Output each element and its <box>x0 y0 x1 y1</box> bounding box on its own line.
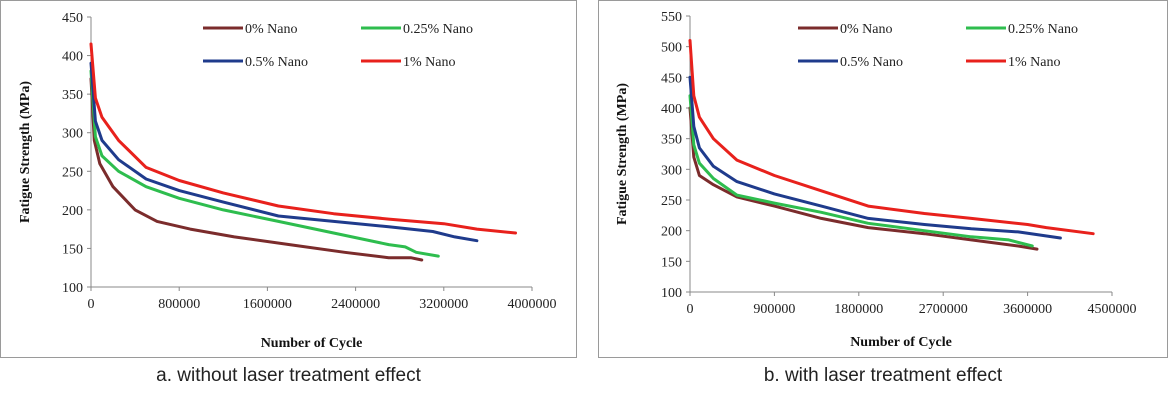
y-tick-label: 500 <box>661 41 682 56</box>
chart-panel-a: 100 150 200 250 300 350 400 450 0 800000 1600000 24… <box>0 0 577 386</box>
series-line-2 <box>688 75 1062 240</box>
chart-frame <box>0 0 577 358</box>
x-tick-label: 1800000 <box>834 302 883 317</box>
chart-a-svg: 100 150 200 250 300 350 400 450 0 800000 1600000 24… <box>0 0 577 358</box>
y-axis-title: Fatigue Strength (MPa) <box>615 83 630 225</box>
x-tick-label: 3200000 <box>419 297 468 312</box>
x-tick-label: 4000000 <box>508 297 557 312</box>
y-tick-label: 350 <box>661 133 682 148</box>
series-line-0 <box>89 77 424 262</box>
legend-label-3: 1% Nano <box>1008 55 1061 70</box>
legend-label-1: 0.25% Nano <box>403 22 473 37</box>
x-tick-label: 0 <box>88 297 95 312</box>
caption-a: a. without laser treatment effect <box>156 365 421 386</box>
y-tick-label: 200 <box>661 225 682 240</box>
x-tick-label: 800000 <box>158 297 200 312</box>
y-tick-label: 400 <box>661 102 682 117</box>
y-tick-label: 250 <box>62 165 83 180</box>
legend-label-2: 0.5% Nano <box>245 55 308 70</box>
legend-label-1: 0.25% Nano <box>1008 22 1078 37</box>
y-tick-label: 350 <box>62 88 83 103</box>
y-tick-label: 300 <box>62 127 83 142</box>
y-axis-title: Fatigue Strength (MPa) <box>18 81 33 223</box>
series-line-3 <box>688 39 1095 236</box>
caption-b: b. with laser treatment effect <box>763 365 1003 386</box>
y-tick-label: 400 <box>62 50 83 65</box>
y-tick-label: 250 <box>661 194 682 209</box>
series-line-0 <box>688 106 1039 251</box>
y-tick-label: 450 <box>62 11 83 26</box>
y-tick-label: 150 <box>62 242 83 257</box>
y-tick-label: 300 <box>661 163 682 178</box>
chart-frame <box>598 0 1168 358</box>
legend-label-0: 0% Nano <box>840 22 893 37</box>
x-tick-label: 4500000 <box>1088 302 1137 317</box>
chart-b-svg: 100 150 200 250 300 350 400 450 500 550 0 900000 180… <box>598 0 1168 358</box>
x-tick-label: 2700000 <box>919 302 968 317</box>
x-axis-title: Number of Cycle <box>261 336 363 351</box>
x-tick-label: 0 <box>687 302 694 317</box>
series-line-2 <box>89 61 479 243</box>
series-line-3 <box>89 42 517 235</box>
x-tick-label: 1600000 <box>243 297 292 312</box>
x-tick-label: 2400000 <box>331 297 380 312</box>
x-tick-label: 900000 <box>753 302 795 317</box>
y-tick-label: 150 <box>661 255 682 270</box>
series-line-1 <box>89 69 440 258</box>
legend-label-0: 0% Nano <box>245 22 298 37</box>
y-tick-label: 100 <box>62 281 83 296</box>
y-tick-label: 200 <box>62 204 83 219</box>
legend-label-3: 1% Nano <box>403 55 456 70</box>
legend-label-2: 0.5% Nano <box>840 55 903 70</box>
chart-panel-b: 100 150 200 250 300 350 400 450 500 550 0 900000 180… <box>598 0 1168 386</box>
series-line-1 <box>688 94 1034 248</box>
y-tick-label: 550 <box>661 10 682 25</box>
y-tick-label: 100 <box>661 286 682 301</box>
x-tick-label: 3600000 <box>1003 302 1052 317</box>
x-axis-title: Number of Cycle <box>850 335 952 350</box>
y-tick-label: 450 <box>661 71 682 86</box>
